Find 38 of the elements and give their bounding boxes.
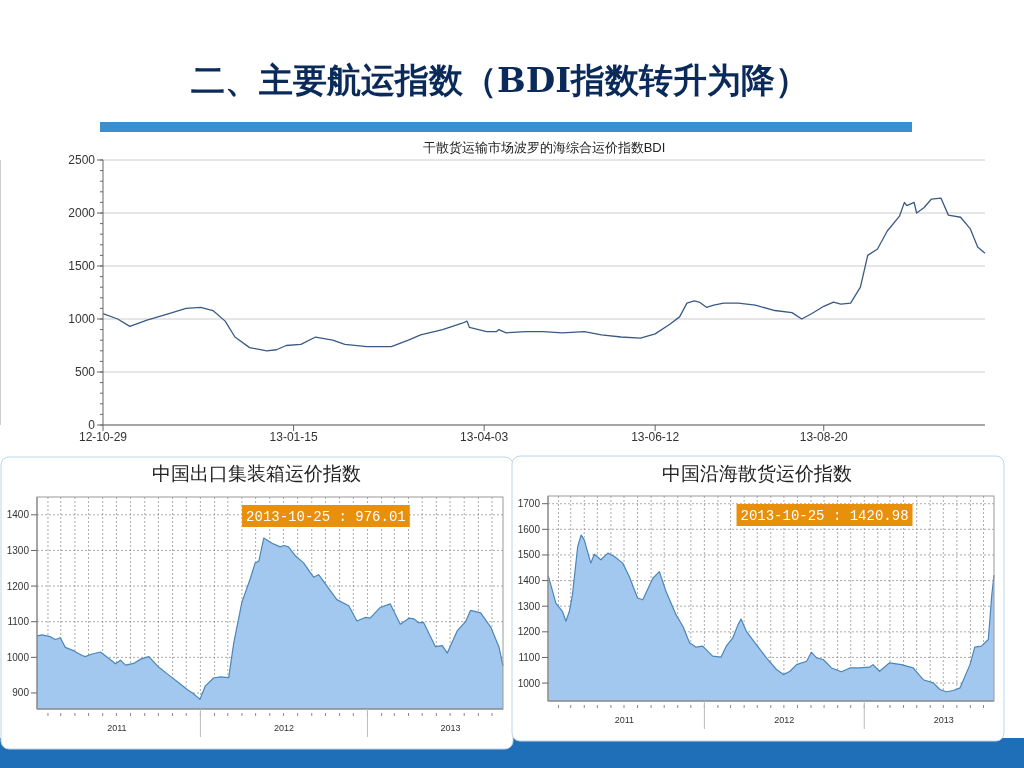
x-tick-label: 2011	[614, 715, 635, 725]
x-tick-label: 13-06-12	[631, 430, 680, 444]
x-tick-label: 2013	[933, 715, 954, 725]
y-tick-label: 500	[74, 365, 96, 380]
y-tick-label: 0	[88, 418, 96, 433]
line-series	[102, 197, 986, 352]
annotation: 2013-10-25 : 1420.98	[740, 508, 909, 524]
chart-title: 二、主要航运指数（BDI指数转升为降）	[190, 60, 810, 100]
y-tick-label: 1500	[517, 549, 541, 561]
y-tick-label: 1700	[517, 498, 541, 510]
x-tick-label: 13-01-15	[269, 430, 318, 444]
y-tick-label: 1000	[68, 312, 96, 327]
x-tick-label: 13-08-20	[799, 430, 849, 444]
y-tick-label: 900	[12, 687, 30, 699]
y-tick-label: 1000	[6, 651, 30, 663]
y-tick-label: 2500	[68, 153, 96, 168]
y-tick-label: 1100	[7, 616, 30, 628]
y-tick-label: 1000	[517, 677, 541, 689]
y-tick-label: 1400	[517, 575, 541, 587]
x-tick-label: 13-04-03	[460, 430, 509, 444]
y-tick-label: 1600	[517, 523, 541, 535]
x-tick-label: 2013	[440, 723, 461, 733]
y-tick-label: 2000	[68, 206, 96, 221]
x-tick-label: 2012	[273, 723, 294, 733]
y-tick-label: 1500	[68, 259, 96, 274]
chart-title: 中国沿海散货运价指数	[662, 462, 852, 484]
x-tick-label: 2011	[107, 723, 127, 733]
y-tick-label: 1200	[517, 626, 541, 638]
annotation: 2013-10-25 : 976.01	[246, 509, 406, 525]
y-tick-label: 1300	[6, 544, 30, 556]
y-tick-label: 1200	[6, 580, 30, 592]
y-tick-label: 1100	[518, 651, 541, 663]
chart-title: 中国出口集装箱运价指数	[151, 462, 361, 484]
chart-subtitle: 干散货运输市场波罗的海综合运价指数BDI	[422, 140, 666, 155]
x-tick-label: 2012	[774, 715, 795, 725]
x-tick-label: 12-10-29	[78, 430, 128, 444]
y-tick-label: 1300	[517, 600, 541, 612]
y-tick-label: 1400	[6, 509, 30, 521]
